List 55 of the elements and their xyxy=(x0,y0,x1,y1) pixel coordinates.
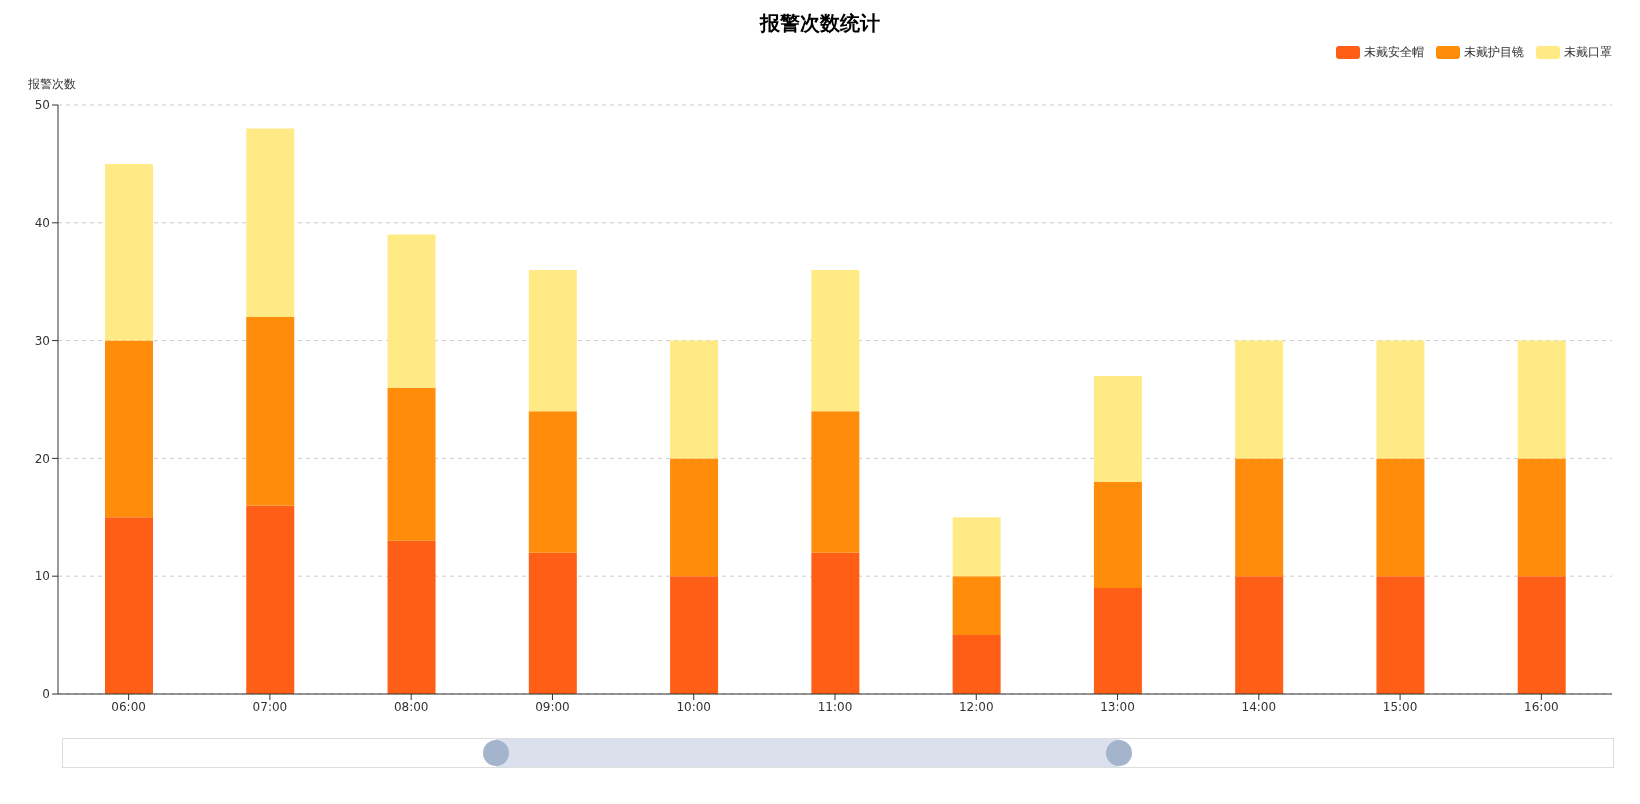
bar xyxy=(670,458,719,577)
x-tick-label: 08:00 xyxy=(393,699,429,714)
x-tick-label: 16:00 xyxy=(1524,699,1559,714)
x-tick-label: 14:00 xyxy=(1241,699,1277,714)
bar xyxy=(1376,458,1425,577)
bar xyxy=(811,269,860,412)
bar xyxy=(246,505,295,694)
bar xyxy=(811,411,860,553)
x-tick-label: 13:00 xyxy=(1100,699,1135,714)
bar xyxy=(670,340,719,459)
bar xyxy=(246,317,295,506)
bar xyxy=(387,387,436,541)
y-tick-label: 40 xyxy=(34,216,50,231)
x-tick-label: 07:00 xyxy=(252,699,288,714)
bar xyxy=(528,269,577,412)
x-tick-label: 06:00 xyxy=(111,699,146,714)
legend-label: 未戴护目镜 xyxy=(1463,44,1524,61)
bar xyxy=(1235,458,1284,577)
bar xyxy=(952,517,1001,577)
bar xyxy=(1376,576,1425,694)
bar xyxy=(811,552,860,694)
bar xyxy=(1093,481,1142,588)
chart-title: 报警次数统计 xyxy=(758,10,881,37)
bar xyxy=(105,340,153,518)
bar xyxy=(387,234,436,388)
y-tick-label: 50 xyxy=(34,98,50,113)
bar xyxy=(1093,587,1142,694)
bar xyxy=(528,552,577,694)
bar xyxy=(1517,340,1566,459)
bar xyxy=(1235,576,1284,694)
x-tick-label: 10:00 xyxy=(676,699,712,714)
x-tick-label: 12:00 xyxy=(958,699,994,714)
x-tick-label: 15:00 xyxy=(1382,699,1418,714)
bar xyxy=(1376,340,1425,459)
bar xyxy=(670,576,719,694)
bar xyxy=(1517,576,1566,694)
bar xyxy=(1517,458,1566,577)
y-axis-title: 报警次数 xyxy=(28,76,76,93)
bar xyxy=(246,128,295,318)
bar xyxy=(1235,340,1284,459)
y-tick-label: 0 xyxy=(42,687,50,702)
bar xyxy=(105,517,153,694)
bar xyxy=(952,576,1001,636)
bar xyxy=(105,163,153,341)
x-tick-label: 09:00 xyxy=(535,699,570,714)
y-tick-label: 30 xyxy=(34,333,50,348)
legend-label: 未戴口罩 xyxy=(1563,44,1612,61)
y-tick-label: 20 xyxy=(34,451,50,466)
bar xyxy=(952,635,1001,694)
bar xyxy=(387,540,436,694)
bar xyxy=(1093,375,1142,482)
legend-label: 未戴安全帽 xyxy=(1363,44,1424,61)
bar xyxy=(528,411,577,553)
y-tick-label: 10 xyxy=(34,569,50,584)
x-tick-label: 11:00 xyxy=(817,699,853,714)
